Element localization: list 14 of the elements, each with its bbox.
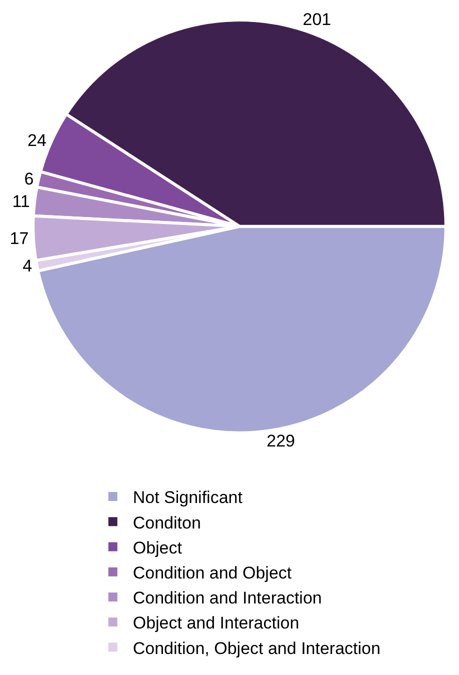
data-label: 4	[22, 256, 32, 276]
legend-label: Condition, Object and Interaction	[132, 638, 380, 658]
legend-label: Conditon	[132, 513, 201, 532]
data-label: 229	[266, 431, 295, 450]
data-label: 201	[302, 10, 332, 30]
legend-label: Not Significant	[132, 488, 243, 508]
legend-label: Object	[132, 538, 182, 558]
legend-label: Object and Interaction	[132, 614, 300, 633]
data-label: 6	[24, 169, 34, 188]
legend-label: Condition and Object	[132, 563, 292, 582]
data-label: 24	[27, 130, 46, 150]
data-label: 11	[12, 192, 30, 211]
data-label: 17	[10, 228, 29, 248]
legend-label: Condition and Interaction	[132, 588, 322, 608]
